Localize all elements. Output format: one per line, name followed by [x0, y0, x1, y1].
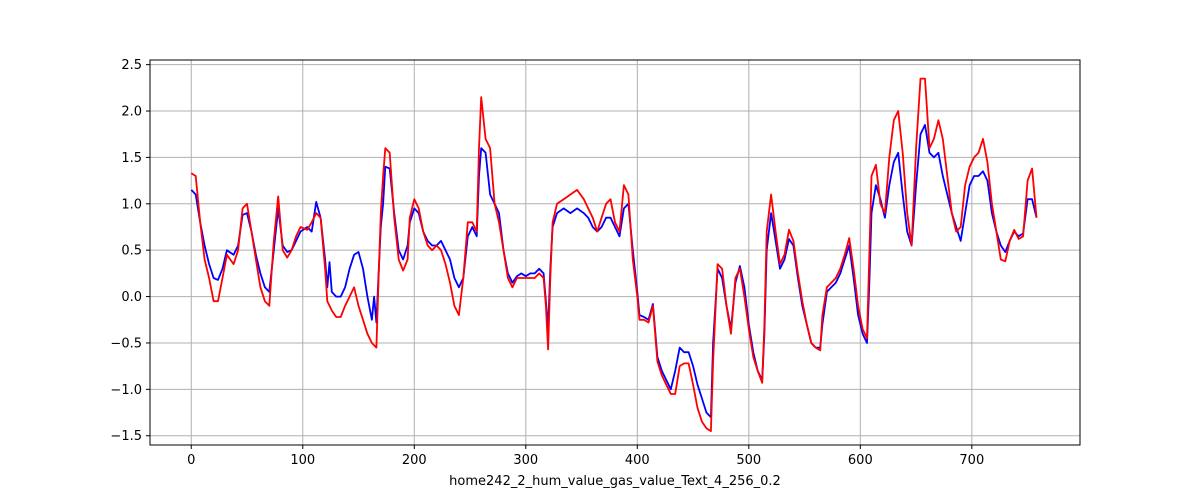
x-tick-label: 700 [959, 453, 984, 468]
x-tick-label: 200 [402, 453, 427, 468]
y-tick-label: 2.5 [121, 58, 142, 73]
series-layer [190, 77, 1038, 432]
x-tick-label: 500 [736, 453, 761, 468]
y-tick-label: 0.5 [121, 244, 142, 259]
y-tick-label: −0.5 [110, 336, 142, 351]
x-tick-label: 400 [625, 453, 650, 468]
y-tick-label: 2.0 [121, 105, 142, 120]
plot-frame [149, 59, 1081, 446]
y-axis: −1.5 −1.0 −0.5 0.0 0.5 1.0 1.5 2.0 2.5 [110, 58, 150, 444]
y-tick-label: −1.0 [110, 383, 142, 398]
series-line-2 [190, 77, 1038, 432]
y-tick-label: 1.0 [121, 197, 142, 212]
x-axis-label: home242_2_hum_value_gas_value_Text_4_256… [449, 474, 781, 489]
x-tick-label: 600 [848, 453, 873, 468]
y-tick-label: 1.5 [121, 151, 142, 166]
x-tick-label: 300 [513, 453, 538, 468]
series-line-1 [190, 124, 1038, 419]
y-tick-label: −1.5 [110, 429, 142, 444]
grid-lines [150, 60, 1080, 445]
y-tick-label: 0.0 [121, 290, 142, 305]
x-tick-label: 100 [290, 453, 315, 468]
x-axis: 0 100 200 300 400 500 600 700 [187, 445, 984, 468]
x-tick-label: 0 [187, 453, 195, 468]
